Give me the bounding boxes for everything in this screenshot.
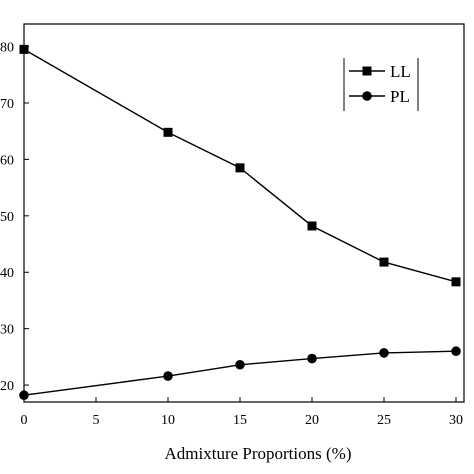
legend-ll-label: LL bbox=[390, 62, 411, 81]
series-pl-point bbox=[379, 348, 389, 358]
series-pl-point bbox=[235, 359, 245, 370]
x-tick-label: 0 bbox=[21, 413, 28, 428]
x-axis-label: Admixture Proportions (%) bbox=[165, 444, 352, 463]
series-ll-point bbox=[307, 221, 317, 231]
x-tick-label: 5 bbox=[93, 413, 100, 428]
y-tick-label: 40 bbox=[0, 266, 14, 281]
series-ll-line bbox=[23, 48, 457, 283]
legend-pl-marker bbox=[362, 91, 372, 101]
x-axis: 0 5 10 15 20 25 30 bbox=[21, 397, 463, 428]
x-tick-label: 10 bbox=[161, 413, 175, 428]
series-ll-point bbox=[379, 257, 389, 267]
plot-frame bbox=[23, 23, 465, 403]
y-tick-label: 80 bbox=[0, 41, 14, 56]
series-pl-point bbox=[163, 371, 173, 381]
series-pl-point bbox=[307, 353, 317, 364]
y-tick-label: 50 bbox=[0, 210, 14, 225]
legend: LL PL bbox=[343, 58, 419, 111]
legend-ll-marker bbox=[362, 66, 372, 76]
x-tick-label: 30 bbox=[449, 413, 463, 428]
legend-pl-label: PL bbox=[390, 87, 410, 106]
y-tick-label: 20 bbox=[0, 379, 14, 394]
series-ll-point bbox=[451, 277, 461, 287]
series-ll-point bbox=[163, 127, 173, 137]
series-ll-point bbox=[235, 163, 245, 173]
series-ll-point bbox=[19, 44, 29, 54]
y-tick-label: 30 bbox=[0, 323, 14, 338]
x-tick-label: 25 bbox=[377, 413, 391, 428]
series-pl-line bbox=[23, 350, 457, 396]
y-tick-label: 60 bbox=[0, 153, 14, 168]
y-tick-label: 70 bbox=[0, 97, 14, 112]
x-tick-label: 15 bbox=[233, 413, 247, 428]
x-tick-label: 20 bbox=[305, 413, 319, 428]
series-layer bbox=[19, 44, 461, 401]
series-pl-point bbox=[451, 346, 461, 357]
series-pl-point bbox=[19, 390, 29, 401]
y-axis: 20 30 40 50 60 70 80 bbox=[0, 41, 29, 394]
